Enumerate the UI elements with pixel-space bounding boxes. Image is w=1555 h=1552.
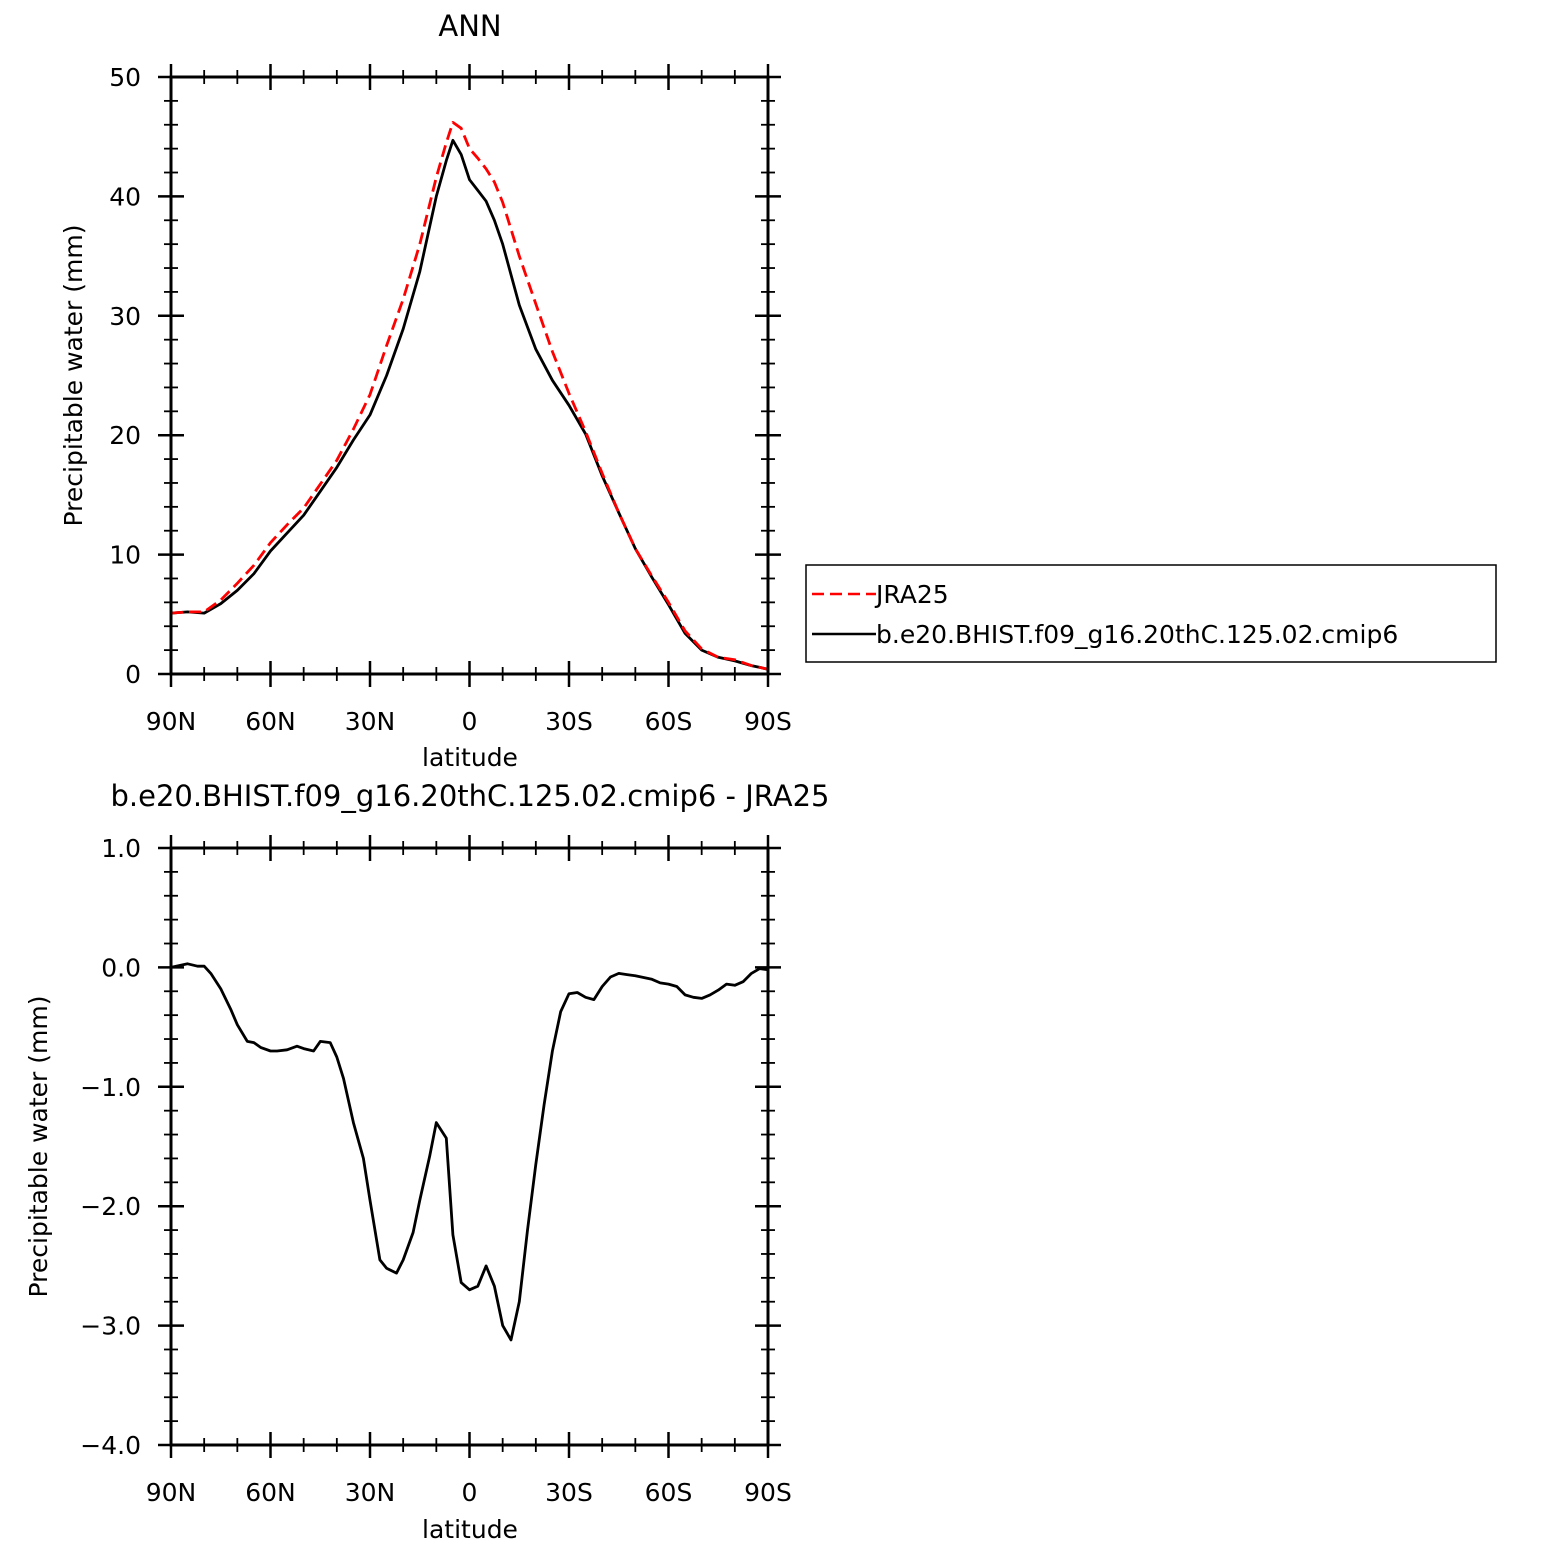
legend-entry-model: b.e20.BHIST.f09_g16.20thC.125.02.cmip6: [876, 620, 1398, 649]
top-series-group: [170, 121, 769, 671]
series-line-jra25: [170, 121, 769, 671]
x-tick-label: 0: [462, 707, 478, 736]
bottom-plot-frame: [169, 846, 770, 1447]
bottom-series-group: [170, 962, 769, 1342]
top-y-tick-labels: 0 10 20 30 40 50: [109, 63, 141, 689]
y-tick-label: 0.0: [101, 953, 141, 982]
y-tick-label: −2.0: [80, 1192, 141, 1221]
bottom-x-axis-label: latitude: [422, 1515, 518, 1544]
y-tick-label: −1.0: [80, 1073, 141, 1102]
x-tick-label: 60N: [245, 707, 296, 736]
y-tick-label: 40: [109, 182, 141, 211]
series-line-b-e20-bhist-f09-g16-20thc-125-02-cmip6: [170, 138, 769, 671]
bottom-panel: b.e20.BHIST.f09_g16.20thC.125.02.cmip6 -…: [24, 779, 829, 1544]
y-tick-label: 30: [109, 302, 141, 331]
x-tick-label: 60S: [645, 1478, 693, 1507]
top-chart-title: ANN: [438, 9, 501, 43]
y-tick-label: −4.0: [80, 1431, 141, 1460]
x-tick-label: 30N: [345, 707, 396, 736]
x-tick-label: 90S: [744, 1478, 792, 1507]
y-tick-label: 20: [109, 421, 141, 450]
x-tick-label: 90S: [744, 707, 792, 736]
series-line-difference: [170, 962, 769, 1342]
x-tick-label: 60N: [245, 1478, 296, 1507]
x-tick-label: 30N: [345, 1478, 396, 1507]
bottom-x-tick-labels: 90N 60N 30N 0 30S 60S 90S: [146, 1478, 792, 1507]
top-y-axis-label: Precipitable water (mm): [59, 225, 88, 527]
legend: JRA25 b.e20.BHIST.f09_g16.20thC.125.02.c…: [805, 564, 1497, 663]
top-panel: ANN 0 10 20 30 40 50 90N 60N 30N 0 30S 60S 90S lati…: [59, 9, 792, 772]
y-tick-label: 50: [109, 63, 141, 92]
bottom-tick-marks: [158, 835, 781, 1458]
top-x-axis-label: latitude: [422, 743, 518, 772]
x-tick-label: 30S: [545, 1478, 593, 1507]
x-tick-label: 90N: [146, 707, 197, 736]
bottom-chart-title: b.e20.BHIST.f09_g16.20thC.125.02.cmip6 -…: [111, 779, 830, 813]
y-tick-label: 0: [125, 660, 141, 689]
y-tick-label: 10: [109, 541, 141, 570]
legend-box: [805, 564, 1497, 663]
top-tick-marks: [158, 64, 781, 687]
top-x-tick-labels: 90N 60N 30N 0 30S 60S 90S: [146, 707, 792, 736]
bottom-y-tick-labels: 1.0 0.0 −1.0 −2.0 −3.0 −4.0: [80, 834, 141, 1460]
legend-entry-jra25: JRA25: [874, 580, 949, 609]
x-tick-label: 90N: [146, 1478, 197, 1507]
bottom-y-axis-label: Precipitable water (mm): [24, 996, 53, 1298]
y-tick-label: −3.0: [80, 1312, 141, 1341]
y-tick-label: 1.0: [101, 834, 141, 863]
x-tick-label: 60S: [645, 707, 693, 736]
x-tick-label: 0: [462, 1478, 478, 1507]
x-tick-label: 30S: [545, 707, 593, 736]
top-plot-frame: [169, 75, 770, 676]
